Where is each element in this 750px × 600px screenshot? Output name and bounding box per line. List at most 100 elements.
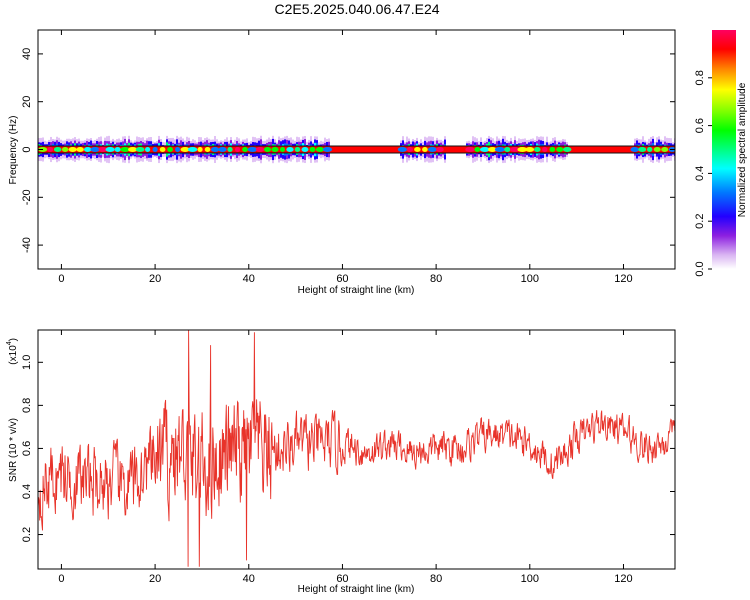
snr-y-tick-label: 1.0 [21, 355, 33, 370]
band-blob [474, 147, 481, 152]
band-blob [98, 147, 107, 152]
snr-x-ticks: 0 20 40 60 80 100 120 [58, 330, 633, 585]
snr-x-tick-label: 20 [149, 573, 161, 585]
band-blob [494, 147, 505, 152]
band-blob [84, 147, 92, 152]
band-blob [563, 147, 572, 152]
snr-y-label: SNR (10 * v/v) [8, 418, 19, 482]
band-blob [286, 147, 294, 152]
colorbar-tick-label: 0.2 [694, 214, 706, 229]
colorbar-tick-label: 0.6 [694, 118, 706, 133]
band-blob [301, 147, 309, 152]
band-blob [128, 147, 138, 152]
band-blob [242, 147, 248, 152]
snr-y-tick-label: 0.2 [21, 527, 33, 542]
spectrogram-y-tick-label: 0 [21, 146, 33, 152]
band-blob [534, 147, 541, 152]
band-blob [504, 147, 511, 152]
band-blob [263, 147, 272, 152]
band-blob [180, 147, 190, 152]
snr-multiplier-base: (x10 [8, 345, 19, 365]
spectrogram-band [38, 135, 675, 164]
band-blob [465, 147, 475, 152]
snr-x-tick-label: 60 [336, 573, 348, 585]
band-blob [152, 147, 158, 152]
band-blob [414, 147, 421, 152]
band-blob [61, 147, 69, 152]
band-blob [646, 147, 653, 152]
snr-y-tick-label: 0.4 [21, 484, 33, 499]
spectrogram-x-tick-label: 20 [149, 273, 161, 285]
snr-panel: 0 20 40 60 80 100 120 0.2 0.4 0.6 0.8 1.0 Height o… [6, 329, 676, 595]
band-blob [294, 147, 301, 152]
band-blob [144, 147, 151, 152]
snr-series [38, 330, 675, 567]
band-blob [630, 147, 639, 152]
band-blob [210, 147, 220, 152]
band-blob [436, 147, 444, 152]
snr-multiplier-close: ) [8, 338, 19, 341]
band-blob [315, 147, 325, 152]
band-blob [90, 147, 100, 152]
band-blob [525, 147, 535, 152]
spectrogram-x-ticks: 0 20 40 60 80 100 120 [58, 30, 633, 285]
snr-multiplier: (x104) [6, 338, 19, 365]
colorbar-gradient [712, 30, 736, 269]
band-blob [159, 147, 166, 152]
band-blob [517, 147, 528, 152]
band-core [38, 146, 675, 153]
band-blob [309, 147, 316, 152]
band-blob [227, 147, 233, 152]
band-blob [322, 147, 333, 152]
spectrogram-y-tick-label: 40 [21, 48, 33, 60]
band-blob [397, 147, 408, 152]
band-blob [653, 147, 661, 152]
band-blob [187, 147, 198, 152]
spectrogram-y-label: Frequency (Hz) [8, 116, 19, 185]
band-blob [114, 147, 121, 152]
spectrogram-x-tick-label: 100 [521, 273, 539, 285]
colorbar-ticks: 0.0 0.2 0.4 0.6 0.8 [694, 70, 712, 277]
band-blob [541, 147, 548, 152]
band-blob [549, 147, 556, 152]
band-blob [105, 147, 115, 152]
band-blob [488, 147, 497, 152]
snr-frame [37, 329, 676, 570]
colorbar: 0.0 0.2 0.4 0.6 0.8 Normalized spectral ampl… [694, 30, 748, 277]
band-blob [427, 147, 437, 152]
band-blob [247, 147, 258, 152]
band-blob [120, 147, 130, 152]
band-blob [135, 147, 145, 152]
snr-multiplier-exp: 4 [6, 341, 13, 345]
spectrogram-panel: 0 20 40 60 80 100 120 -40 -20 0 20 40 Height of st… [8, 29, 676, 296]
band-blob [68, 147, 77, 152]
spectrogram-x-tick-label: 60 [336, 273, 348, 285]
band-blob [556, 147, 564, 152]
band-blob [76, 147, 84, 152]
band-blob [255, 147, 265, 152]
band-blob [279, 147, 286, 152]
band-blob [167, 147, 174, 152]
band-blob [661, 147, 669, 152]
band-blob [509, 147, 520, 152]
band-blob [406, 147, 414, 152]
band-blob [174, 147, 181, 152]
snr-x-tick-label: 80 [430, 573, 442, 585]
band-blob [271, 147, 279, 152]
colorbar-tick-label: 0.8 [694, 70, 706, 85]
band-blob [47, 147, 54, 152]
band-blob [638, 147, 647, 152]
spectrogram-x-tick-label: 0 [58, 273, 64, 285]
spectrogram-x-tick-label: 120 [614, 273, 632, 285]
snr-x-tick-label: 0 [58, 573, 64, 585]
spectrogram-y-tick-label: 20 [21, 96, 33, 108]
spectrogram-y-tick-label: -40 [21, 237, 33, 253]
snr-y-tick-label: 0.8 [21, 398, 33, 413]
spectrogram-y-tick-label: -20 [21, 189, 33, 205]
colorbar-tick-label: 0.4 [694, 166, 706, 181]
band-blob [234, 147, 241, 152]
spectrogram-y-ticks: -40 -20 0 20 40 [21, 48, 675, 253]
snr-line [38, 330, 675, 567]
snr-x-tick-label: 120 [614, 573, 632, 585]
